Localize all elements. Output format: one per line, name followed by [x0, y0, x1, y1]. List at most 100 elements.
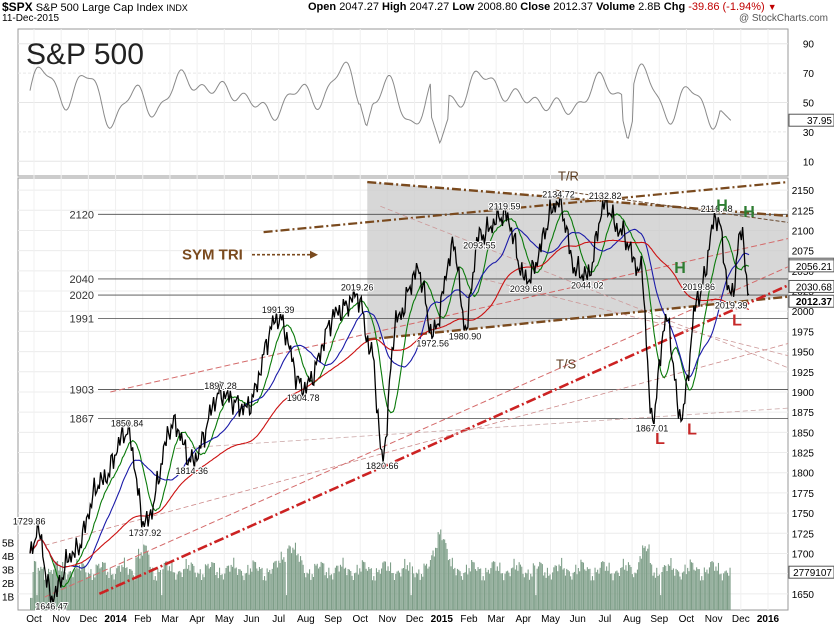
volume-bar	[127, 574, 129, 610]
volume-bar	[598, 573, 600, 610]
volume-bar	[496, 566, 498, 610]
volume-bar	[186, 568, 188, 610]
volume-bar	[582, 562, 584, 610]
volume-bar	[481, 580, 483, 610]
volume-bar	[242, 575, 244, 610]
volume-bar	[307, 573, 309, 610]
volume-bar	[93, 574, 95, 610]
volume-bar	[175, 579, 177, 610]
volume-bar	[531, 576, 533, 610]
volume-bar	[51, 574, 53, 610]
price-tick-label: 2075	[792, 247, 815, 258]
x-tick-label: Nov	[52, 614, 70, 625]
volume-bar	[291, 553, 293, 610]
volume-bar	[118, 565, 120, 610]
volume-bar	[453, 569, 455, 610]
volume-bar	[697, 569, 699, 610]
volume-bar	[120, 571, 122, 610]
volume-bar	[348, 569, 350, 610]
volume-bar	[177, 571, 179, 610]
volume-bar	[190, 562, 192, 610]
volume-bar	[249, 568, 251, 610]
volume-bar	[699, 580, 701, 610]
volume-bar	[230, 564, 232, 610]
price-tick-label: 2100	[792, 226, 815, 237]
volume-bar	[464, 572, 466, 610]
volume-bar	[504, 573, 506, 610]
volume-bar	[568, 571, 570, 610]
volume-bar	[323, 563, 325, 610]
volume-bar	[176, 574, 178, 610]
price-tick-label: 1950	[792, 348, 815, 359]
volume-bar	[213, 563, 215, 610]
volume-bar	[630, 567, 632, 610]
volume-bar	[534, 565, 536, 610]
x-tick-label: 2015	[431, 614, 454, 625]
x-tick-label: 2014	[104, 614, 127, 625]
volume-bar	[626, 570, 628, 610]
volume-bars	[30, 529, 731, 611]
volume-bar	[188, 565, 190, 610]
volume-bar	[654, 577, 656, 610]
volume-bar	[248, 574, 250, 610]
volume-bar	[559, 566, 561, 610]
volume-bar	[69, 571, 71, 610]
volume-bar	[261, 567, 263, 610]
volume-bar	[243, 580, 245, 610]
volume-bar	[145, 545, 147, 610]
volume-bar	[460, 576, 462, 610]
volume-bar	[527, 569, 529, 610]
volume-bar	[280, 551, 282, 610]
volume-bar	[102, 562, 104, 610]
volume-bar	[409, 562, 411, 610]
price-tick-label: 1650	[792, 590, 815, 601]
volume-bar	[570, 576, 572, 610]
price-annotation: 1850.84	[111, 419, 144, 429]
volume-bar	[318, 568, 320, 610]
price-annotation: 1646.47	[35, 602, 68, 612]
volume-bar	[305, 577, 307, 610]
volume-bar	[361, 560, 363, 610]
volume-label: Volume	[596, 1, 636, 13]
volume-bar	[532, 563, 534, 610]
volume-bar	[576, 574, 578, 610]
volume-bar	[494, 561, 496, 610]
volume-bar	[360, 571, 362, 610]
volume-bar	[627, 562, 629, 610]
descending-fan-line	[380, 205, 789, 369]
volume-bar	[289, 546, 291, 610]
volume-bar	[66, 579, 68, 610]
volume-bar	[86, 577, 88, 610]
volume-bar	[375, 568, 377, 610]
volume-bar	[162, 569, 164, 610]
volume-bar	[269, 569, 271, 610]
volume-bar	[572, 572, 574, 610]
volume-bar	[42, 567, 44, 610]
volume-bar	[402, 568, 404, 610]
volume-bar	[220, 575, 222, 610]
volume-bar	[604, 570, 606, 610]
volume-bar	[138, 548, 140, 610]
price-tick-label: 2150	[792, 186, 815, 197]
volume-bar	[282, 559, 284, 610]
price-annotation: 2019.39	[715, 301, 748, 311]
open-value: 2047.27	[339, 1, 379, 13]
volume-bar	[644, 546, 646, 610]
volume-bar	[566, 568, 568, 610]
volume-bar	[670, 558, 672, 610]
volume-bar	[712, 562, 714, 610]
volume-bar	[297, 553, 299, 610]
volume-bar	[143, 544, 145, 610]
volume-bar	[436, 548, 438, 610]
volume-bar	[710, 562, 712, 610]
volume-bar	[429, 560, 431, 610]
volume-bar	[292, 547, 294, 610]
volume-bar	[588, 569, 590, 610]
tr-line	[555, 189, 789, 223]
volume-bar	[487, 569, 489, 610]
volume-bar	[247, 564, 249, 610]
open-label: Open	[308, 1, 337, 13]
volume-bar	[428, 566, 430, 610]
volume-bar	[90, 569, 92, 610]
volume-bar	[258, 567, 260, 610]
